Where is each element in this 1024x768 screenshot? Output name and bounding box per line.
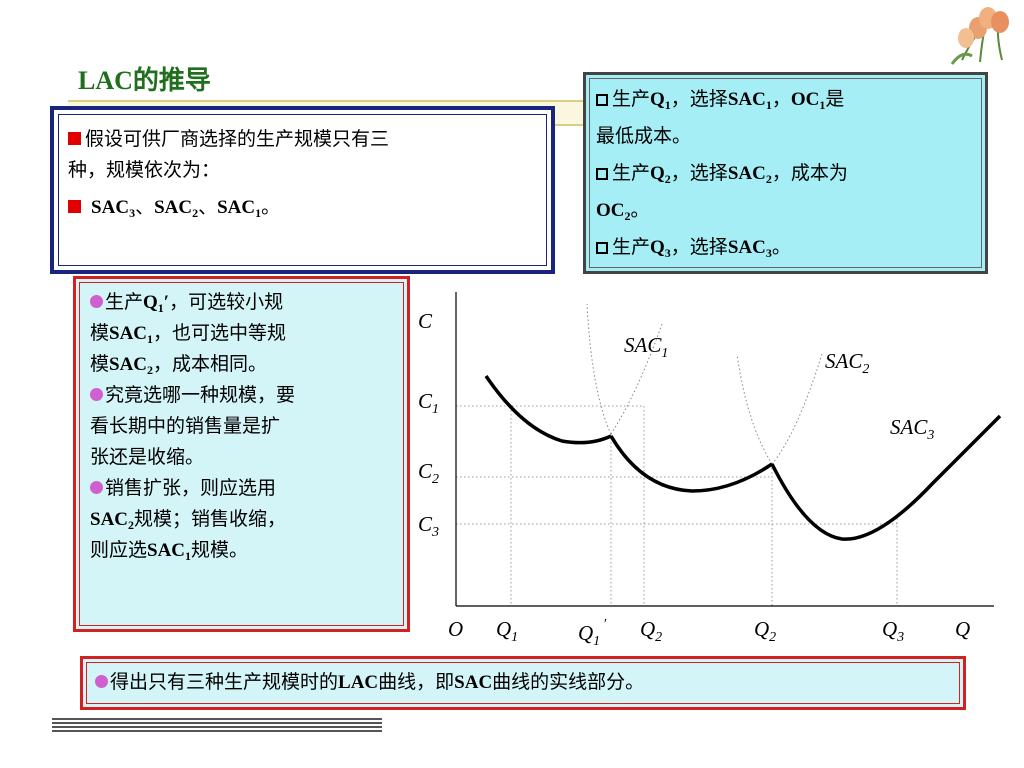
square-bullet-icon: [68, 200, 81, 213]
produce-line-4: OC2。: [596, 199, 650, 223]
explain-line-5: 看长期中的销售量是扩: [90, 415, 281, 437]
sac2-solid-segment: [609, 435, 773, 493]
x-tick-q3: Q3: [882, 617, 904, 645]
x-axis-label: Q: [955, 617, 970, 641]
round-bullet-icon: [95, 675, 108, 688]
sac2-dotted-extension-right: [771, 353, 823, 465]
footer-rule: [52, 718, 382, 720]
produce-line-5: 生产Q3，选择SAC3。: [596, 229, 975, 266]
explanation-box: 生产Q1′，可选较小规 模SAC1，也可选中等规 模SAC2，成本相同。 究竟选…: [73, 276, 410, 632]
series-label-sac1: SAC1: [624, 333, 668, 361]
explain-line-8: SAC2规模；销售收缩，: [90, 508, 287, 532]
assumption-line-2: 种，规模依次为：: [68, 159, 221, 181]
page-title: LAC的推导: [78, 66, 211, 95]
explain-line-1: 生产Q1′，可选较小规: [90, 287, 397, 318]
hollow-square-bullet-icon: [596, 94, 608, 106]
explain-line-2: 模SAC1，也可选中等规: [90, 322, 287, 346]
explain-line-6: 张还是收缩。: [90, 446, 205, 468]
sac3-solid-segment: [770, 414, 1002, 541]
explain-line-7: 销售扩张，则应选用: [90, 473, 397, 504]
round-bullet-icon: [90, 295, 103, 308]
footer-rule: [52, 722, 382, 724]
y-axis-label: C: [418, 309, 433, 333]
footer-rule: [52, 726, 382, 728]
explain-line-9: 则应选SAC1规模。: [90, 539, 249, 563]
sac1-solid-segment: [484, 375, 612, 445]
assumption-box: 假设可供厂商选择的生产规模只有三 种，规模依次为： SAC3、SAC2、SAC1…: [50, 106, 555, 274]
hollow-square-bullet-icon: [596, 168, 608, 180]
production-choice-box: 生产Q1，选择SAC1，OC1是 最低成本。 生产Q2，选择SAC2，成本为 O…: [583, 72, 988, 274]
series-label-sac2: SAC2: [825, 349, 869, 377]
produce-line-1: 生产Q1，选择SAC1，OC1是: [596, 81, 975, 118]
footer-rule: [52, 730, 382, 732]
hollow-square-bullet-icon: [596, 242, 608, 254]
origin-label: O: [448, 617, 463, 641]
series-label-sac3: SAC3: [890, 415, 934, 443]
square-bullet-icon: [68, 132, 81, 145]
conclusion-box: 得出只有三种生产规模时的LAC曲线，即SAC曲线的实线部分。: [80, 656, 966, 710]
explain-line-3: 模SAC2，成本相同。: [90, 353, 268, 377]
produce-line-3: 生产Q2，选择SAC2，成本为: [596, 155, 975, 192]
round-bullet-icon: [90, 481, 103, 494]
x-tick-q2a: Q2: [640, 617, 662, 645]
conclusion-text: 得出只有三种生产规模时的LAC曲线，即SAC曲线的实线部分。: [95, 667, 951, 698]
produce-line-2: 最低成本。: [596, 125, 692, 147]
y-tick-c2: C2: [418, 459, 439, 487]
x-tick-q1: Q1: [496, 617, 518, 645]
y-tick-c1: C1: [418, 389, 439, 417]
sac3-dotted-extension-left: [736, 353, 773, 465]
flower-bouquet-icon: [950, 7, 1009, 65]
x-tick-q1-prime: Q1′: [578, 617, 607, 649]
x-tick-q2b: Q2: [754, 617, 776, 645]
explain-line-4: 究竟选哪一种规模，要: [90, 380, 397, 411]
sac2-dotted-extension-left: [586, 303, 612, 435]
assumption-line-1: 假设可供厂商选择的生产规模只有三: [68, 124, 539, 155]
round-bullet-icon: [90, 388, 103, 401]
lac-derivation-chart: C Q O C1 C2 C3 Q1 Q1′ Q2 Q2 Q3 SAC1 SAC2…: [418, 292, 1002, 649]
assumption-line-3: SAC3、SAC2、SAC1。: [68, 192, 539, 223]
y-tick-c3: C3: [418, 512, 439, 540]
